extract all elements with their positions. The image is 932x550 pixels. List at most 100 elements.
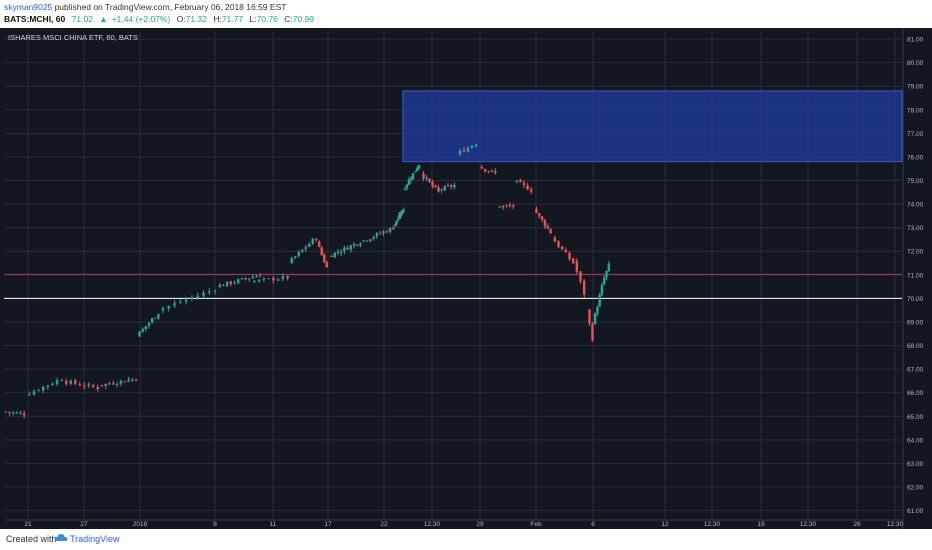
candle-body <box>262 278 266 280</box>
candle-body <box>453 184 456 188</box>
candle-body <box>311 238 314 245</box>
candle-body <box>501 205 505 208</box>
candle-body <box>202 292 205 296</box>
candle-body <box>508 205 512 207</box>
y-tick-label: 77.00 <box>907 131 924 138</box>
candle-body <box>598 294 601 307</box>
candle-body <box>336 252 340 254</box>
chart-area[interactable]: 70.00 81.00 80.00 79.00 78.00 77.00 76.00 75.0… <box>0 28 932 529</box>
candle-body <box>505 205 508 207</box>
candle-body <box>362 240 365 242</box>
triangle-up-icon: ▲ <box>99 14 108 24</box>
candle-body <box>51 383 54 385</box>
price-chart[interactable]: 70.00 81.00 80.00 79.00 78.00 77.00 76.00 75.0… <box>0 28 932 529</box>
candle-body <box>396 219 400 221</box>
candle-body <box>267 278 270 280</box>
candle-body <box>560 246 564 250</box>
x-tick-label: 17 <box>324 521 332 528</box>
candle-body <box>538 213 541 216</box>
candle-body <box>490 170 494 172</box>
candle-body <box>96 387 99 390</box>
candle-body <box>308 243 311 247</box>
candle-body <box>470 145 474 149</box>
candle-body <box>167 305 170 309</box>
candle-body <box>403 188 407 190</box>
candle-body <box>600 285 604 295</box>
candle-body <box>588 309 591 324</box>
candle-body <box>498 206 501 208</box>
candle-body <box>340 251 343 253</box>
candle-body <box>258 275 262 277</box>
candle-body <box>591 323 594 341</box>
candle-body <box>318 241 321 247</box>
candle-body <box>593 313 597 325</box>
candle-body <box>494 171 497 173</box>
candle-body <box>11 412 15 414</box>
candle-body <box>549 228 552 234</box>
candle-body <box>290 257 293 263</box>
candle-body <box>190 297 194 299</box>
candle-body <box>382 231 385 234</box>
x-tick-label: 21 <box>24 521 32 528</box>
candle-body <box>352 244 356 247</box>
candle-body <box>372 236 375 239</box>
candle-body <box>434 185 437 188</box>
y-tick-label: 72.00 <box>907 249 924 256</box>
author-link[interactable]: skyman9025 <box>4 2 53 12</box>
candle-body <box>582 280 586 295</box>
high-value: 71.77 <box>221 14 244 24</box>
candle-body <box>605 270 608 278</box>
open-value: 71.32 <box>185 14 207 24</box>
candle-body <box>37 390 40 392</box>
candle-body <box>349 245 352 250</box>
y-tick-label: 64.00 <box>907 437 924 444</box>
candle-body <box>343 247 346 252</box>
candle-body <box>320 247 323 255</box>
candle-body <box>112 383 115 385</box>
y-tick-label: 75.00 <box>907 178 924 185</box>
candle-body <box>425 177 428 179</box>
candle-body <box>15 412 19 414</box>
high-label: H: <box>213 14 222 24</box>
candle-body <box>522 182 526 185</box>
candle-body <box>294 256 297 258</box>
candle-body <box>253 281 256 283</box>
candle-body <box>247 278 251 280</box>
y-tick-label: 71.00 <box>907 272 924 279</box>
candle-body <box>378 233 382 235</box>
y-tick-label: 67.00 <box>907 367 924 374</box>
candle-body <box>87 384 90 386</box>
x-tick-label: 12:30 <box>800 521 817 528</box>
x-tick-label: 22 <box>380 521 388 528</box>
candle-body <box>141 328 144 333</box>
candle-body <box>8 411 11 413</box>
candle-body <box>240 278 244 280</box>
candle-body <box>161 308 165 311</box>
candle-body <box>487 171 490 173</box>
candle-body <box>119 380 123 384</box>
candle-body <box>333 252 336 258</box>
candle-body <box>431 181 434 187</box>
candle-body <box>553 237 557 242</box>
chart-title: ISHARES MSCI CHINA ETF, 60, BATS <box>8 33 138 42</box>
candle-body <box>92 385 95 387</box>
price-change: +1.44 (+2.07%) <box>111 14 171 24</box>
close-label: C: <box>284 14 293 24</box>
tradingview-brand-link[interactable]: TradingView <box>70 534 120 544</box>
candle-body <box>22 413 26 416</box>
candle-body <box>458 150 462 155</box>
candle-body <box>144 326 148 329</box>
y-tick-label: 78.00 <box>907 107 924 114</box>
candle-body <box>437 187 440 192</box>
candle-body <box>450 185 453 187</box>
candle-body <box>236 279 240 283</box>
candle-body <box>396 220 399 222</box>
candle-body <box>286 275 289 279</box>
y-tick-label: 68.00 <box>907 343 924 350</box>
candle-body <box>411 173 415 180</box>
candle-body <box>571 258 575 264</box>
candle-body <box>530 189 533 192</box>
low-label: L: <box>249 14 257 24</box>
tradingview-cloud-icon[interactable] <box>54 533 68 543</box>
candle-body <box>127 379 130 382</box>
